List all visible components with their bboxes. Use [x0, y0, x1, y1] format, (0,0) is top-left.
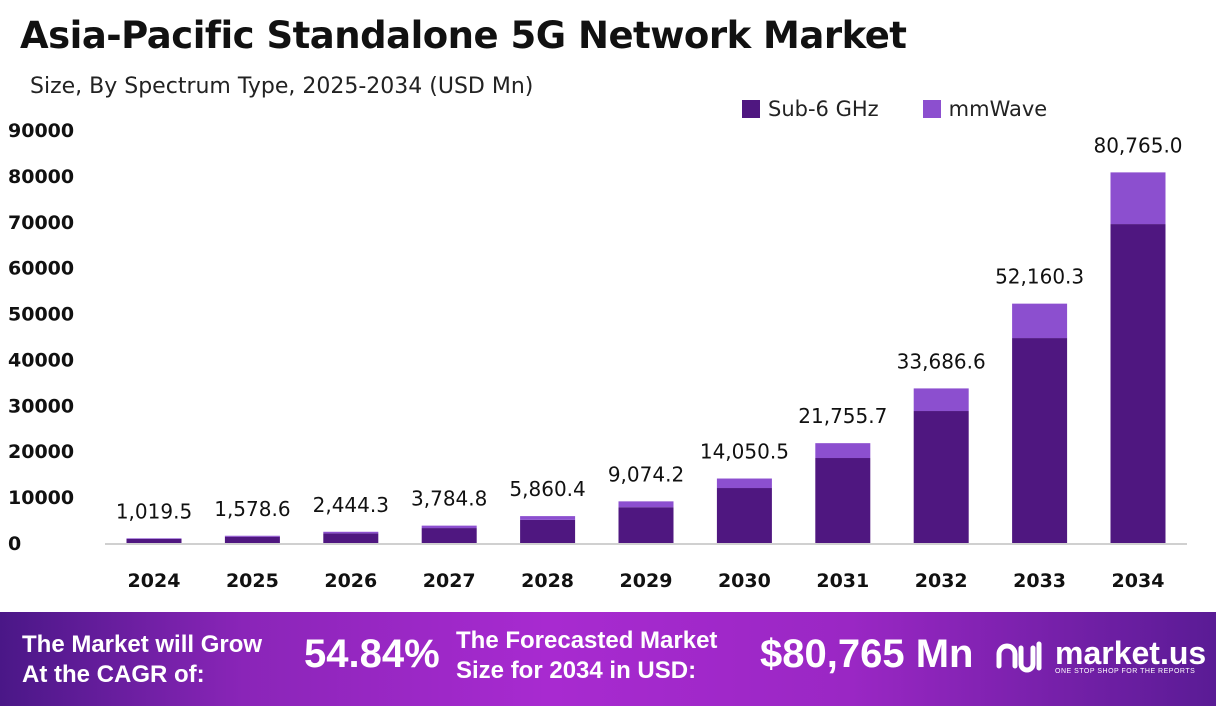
- bar-mmwave-2024: [126, 538, 182, 539]
- y-tick-label: 20000: [8, 441, 74, 463]
- market-us-logo: market.us ONE STOP SHOP FOR THE REPORTS: [995, 636, 1206, 676]
- bar-sub6-2030: [716, 488, 772, 543]
- y-tick-label: 10000: [8, 487, 74, 509]
- data-label: 1,578.6: [214, 497, 290, 521]
- bar-sub6-2025: [224, 536, 280, 543]
- bar-mmwave-2032: [913, 388, 969, 412]
- bar-mmwave-2028: [520, 516, 576, 520]
- bar-sub6-2029: [618, 507, 674, 543]
- forecast-label: The Forecasted Market Size for 2034 in US…: [456, 626, 717, 686]
- logo-tagline: ONE STOP SHOP FOR THE REPORTS: [1055, 667, 1196, 675]
- data-label: 80,765.0: [1093, 133, 1182, 157]
- x-tick-label: 2024: [128, 570, 181, 592]
- bar-mmwave-2030: [716, 478, 772, 489]
- data-label: 21,755.7: [798, 404, 887, 428]
- data-label: 33,686.6: [897, 349, 986, 373]
- x-tick-label: 2030: [718, 570, 771, 592]
- legend-swatch-mmwave: [922, 100, 941, 118]
- data-label: 14,050.5: [700, 440, 789, 464]
- data-label: 52,160.3: [995, 265, 1084, 289]
- bar-chart: 0 10000 20000 30000 40000 50000 60000 70000 8000…: [8, 120, 1187, 592]
- forecast-value: $80,765 Mn: [760, 632, 974, 676]
- bar-mmwave-2025: [224, 535, 280, 537]
- legend-swatch-sub6: [742, 100, 760, 118]
- x-tick-label: 2034: [1112, 570, 1165, 592]
- x-tick-label: 2033: [1013, 570, 1066, 592]
- footer-banner: The Market will Grow At the CAGR of: 54.8…: [0, 612, 1216, 706]
- y-tick-label: 70000: [8, 212, 74, 234]
- bar-sub6-2033: [1012, 338, 1068, 543]
- data-label: 2,444.3: [313, 493, 389, 517]
- x-tick-label: 2031: [816, 570, 869, 592]
- y-tick-label: 90000: [8, 120, 74, 142]
- cagr-label-line2: At the CAGR of:: [22, 661, 205, 688]
- logo-text: market.us: [1055, 634, 1207, 671]
- logo-icon: [996, 641, 1042, 673]
- bar-mmwave-2031: [815, 443, 871, 459]
- forecast-label-line2: Size for 2034 in USD:: [456, 657, 697, 684]
- data-label: 5,860.4: [509, 477, 585, 501]
- legend: Sub-6 GHz mmWave: [742, 97, 1047, 121]
- bar-sub6-2031: [815, 458, 871, 543]
- x-tick-label: 2028: [521, 570, 574, 592]
- legend-label: Sub-6 GHz: [768, 97, 879, 121]
- bar-mmwave-2027: [421, 525, 477, 529]
- y-tick-label: 30000: [8, 395, 74, 417]
- y-tick-label: 80000: [8, 166, 74, 188]
- bar-mmwave-2034: [1110, 172, 1166, 225]
- legend-label: mmWave: [948, 97, 1048, 121]
- chart-subtitle: Size, By Spectrum Type, 2025-2034 (USD M…: [30, 74, 534, 99]
- forecast-label-line1: The Forecasted Market: [456, 627, 718, 654]
- y-tick-label: 60000: [8, 258, 74, 280]
- data-label: 3,784.8: [411, 487, 487, 511]
- x-tick-label: 2026: [324, 570, 377, 592]
- y-tick-label: 40000: [8, 349, 74, 371]
- y-tick-label: 0: [8, 533, 21, 555]
- bar-sub6-2024: [126, 538, 182, 543]
- bar-sub6-2027: [421, 528, 477, 543]
- legend-item-mmwave: mmWave: [922, 97, 1048, 121]
- legend-item-sub6: Sub-6 GHz: [742, 97, 879, 121]
- x-tick-label: 2027: [423, 570, 476, 592]
- data-label: 1,019.5: [116, 499, 192, 523]
- cagr-label-line1: The Market will Grow: [22, 631, 263, 658]
- chart-title: Asia-Pacific Standalone 5G Network Marke…: [20, 14, 907, 57]
- bar-sub6-2032: [913, 411, 969, 543]
- x-tick-label: 2025: [226, 570, 279, 592]
- bar-sub6-2034: [1110, 224, 1166, 544]
- bar-mmwave-2026: [323, 531, 379, 534]
- cagr-label: The Market will Grow At the CAGR of:: [22, 630, 262, 690]
- bar-mmwave-2029: [618, 501, 674, 508]
- bar-sub6-2028: [520, 519, 576, 543]
- bar-sub6-2026: [323, 533, 379, 543]
- y-tick-label: 50000: [8, 304, 74, 326]
- x-tick-label: 2029: [620, 570, 673, 592]
- data-label: 9,074.2: [608, 462, 684, 486]
- bar-mmwave-2033: [1012, 303, 1068, 339]
- cagr-value: 54.84%: [304, 632, 440, 676]
- x-tick-label: 2032: [915, 570, 968, 592]
